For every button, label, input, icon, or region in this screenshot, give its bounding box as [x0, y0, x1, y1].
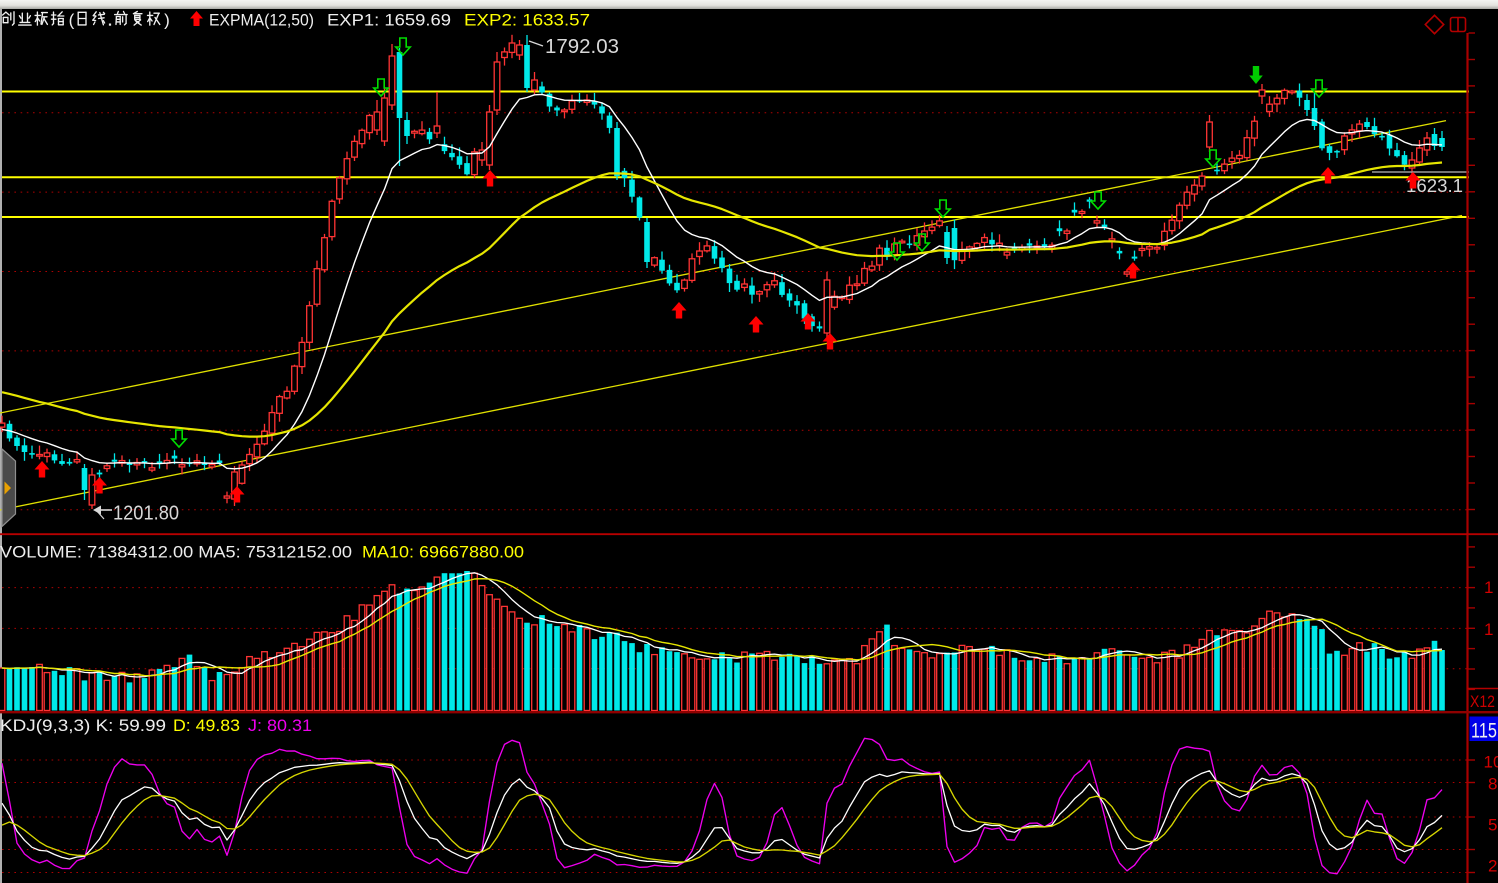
svg-text:2: 2 [1488, 857, 1497, 876]
svg-text:1201.80: 1201.80 [113, 503, 179, 525]
svg-text:X12: X12 [1470, 693, 1495, 711]
svg-text:EXP2: 1633.57: EXP2: 1633.57 [464, 11, 590, 30]
svg-text:VOLUME: 71384312.00 MA5: 7531: VOLUME: 71384312.00 MA5: 75312152.00 [0, 543, 352, 562]
svg-text:EXPMA(12,50): EXPMA(12,50) [209, 11, 314, 30]
svg-text:D: 49.83: D: 49.83 [173, 716, 240, 735]
svg-text:1792.03: 1792.03 [545, 36, 619, 58]
svg-text:EXP1: 1659.69: EXP1: 1659.69 [327, 11, 451, 30]
svg-text:(: ( [69, 11, 75, 30]
svg-text:KDJ(9,3,3) K: 59.99: KDJ(9,3,3) K: 59.99 [0, 716, 166, 735]
svg-text:1: 1 [1484, 578, 1493, 597]
svg-text:): ) [164, 11, 170, 30]
svg-text:115: 115 [1471, 720, 1497, 743]
svg-text:J: 80.31: J: 80.31 [248, 716, 312, 735]
svg-text:MA10: 69667880.00: MA10: 69667880.00 [362, 543, 524, 562]
svg-text:1: 1 [1484, 620, 1493, 639]
svg-text:5: 5 [1488, 816, 1497, 835]
svg-text:10: 10 [1484, 753, 1498, 772]
svg-text:8: 8 [1488, 775, 1497, 794]
svg-text:1623.1: 1623.1 [1406, 176, 1463, 196]
